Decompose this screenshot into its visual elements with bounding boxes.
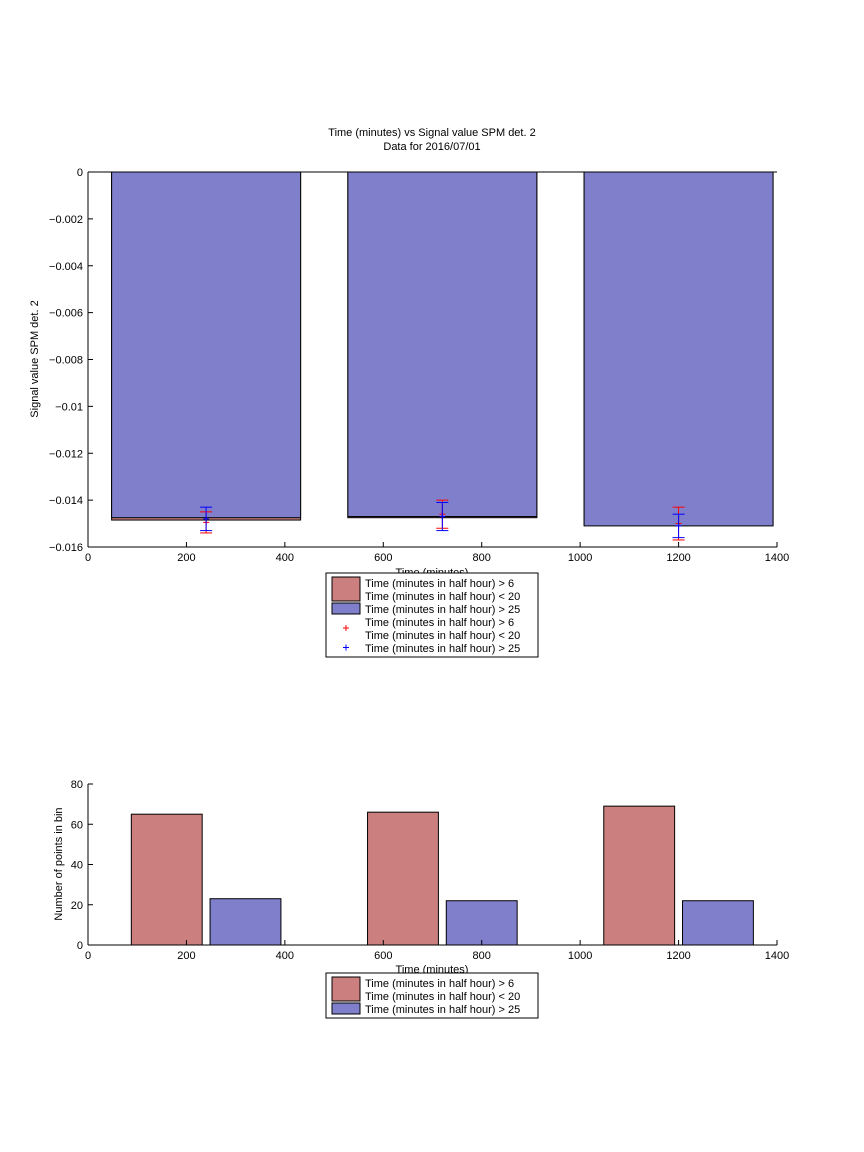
- x-tick-label: 800: [473, 950, 491, 962]
- legend-swatch: [331, 602, 361, 615]
- y-axis-label: Signal value SPM det. 2: [29, 300, 41, 417]
- plot-area: 0 200 400 600 800 1000 1200 1400 0 −0.002 −0.004 −0…: [49, 167, 789, 564]
- y-tick-label: 80: [71, 779, 83, 791]
- legend-box: [325, 572, 539, 658]
- chart-subtitle: Data for 2016/07/01: [383, 141, 480, 153]
- bar-series-1-3: [603, 805, 676, 946]
- x-tick-label: 600: [374, 552, 392, 564]
- x-tick-label: 1400: [765, 552, 789, 564]
- y-tick-label: −0.016: [49, 542, 83, 554]
- y-tick-label: 20: [71, 900, 83, 912]
- legend-entry-2: Time (minutes in half hour) > 25: [331, 1002, 520, 1016]
- y-tick-label: 0: [77, 167, 83, 179]
- plot-area: 0 200 400 600 800 1000 1200 1400 0 20 40 60 80: [71, 779, 789, 962]
- y-tick-label: −0.008: [49, 355, 83, 367]
- error-bar-2-2: [436, 501, 449, 532]
- x-tick-label: 1000: [568, 552, 592, 564]
- y-tick-label: −0.012: [49, 448, 83, 460]
- x-tick-label: 200: [177, 950, 195, 962]
- x-tick-label: 400: [276, 950, 294, 962]
- chart-title: Time (minutes) vs Signal value SPM det. …: [328, 127, 535, 139]
- y-tick-label: 0: [77, 940, 83, 952]
- legend-entry-2: Time (minutes in half hour) > 25: [331, 602, 520, 616]
- legend-label: Time (minutes in half hour) < 20: [365, 591, 520, 603]
- legend-box: [325, 972, 539, 1019]
- y-tick-label: −0.006: [49, 308, 83, 320]
- signal-value-chart: Time (minutes) vs Signal value SPM det. …: [29, 127, 789, 658]
- error-bar-2-1: [200, 506, 213, 532]
- x-tick-label: 400: [276, 552, 294, 564]
- bar-series-2-2: [347, 171, 538, 518]
- y-tick-label: −0.002: [49, 214, 83, 226]
- legend-label: Time (minutes in half hour) < 20: [365, 630, 520, 642]
- x-tick-label: 1200: [666, 552, 690, 564]
- legend-label: Time (minutes in half hour) > 25: [365, 604, 520, 616]
- bar-series-1-1: [130, 813, 203, 946]
- legend-label: Time (minutes in half hour) > 25: [365, 1004, 520, 1016]
- y-tick-label: −0.004: [49, 261, 83, 273]
- legend-label: Time (minutes in half hour) > 25: [365, 643, 520, 655]
- x-tick-label: 200: [177, 552, 195, 564]
- error-bar-2-3: [672, 513, 685, 539]
- y-tick-label: 60: [71, 819, 83, 831]
- y-tick-label: 40: [71, 860, 83, 872]
- legend-swatch: [331, 976, 361, 1002]
- bar-series-1-2: [367, 811, 439, 946]
- points-per-bin-chart: Time (minutes) Number of points in bin 0…: [53, 779, 789, 1019]
- x-tick-label: 1200: [666, 950, 690, 962]
- bar-series-2-1: [209, 898, 282, 946]
- legend-entry-4: Time (minutes in half hour) > 25: [343, 643, 520, 655]
- x-tick-label: 1000: [568, 950, 592, 962]
- y-tick-label: −0.01: [55, 401, 83, 413]
- bar-series-2-2: [445, 900, 518, 946]
- bar-series-2-3: [682, 900, 754, 946]
- legend-label: Time (minutes in half hour) > 6: [365, 578, 514, 590]
- x-tick-label: 0: [85, 950, 91, 962]
- bar-series-2-1: [111, 171, 302, 519]
- y-axis-label: Number of points in bin: [53, 807, 65, 920]
- legend-label: Time (minutes in half hour) > 6: [365, 978, 514, 990]
- y-tick-label: −0.014: [49, 495, 83, 507]
- bar-series-2-3: [583, 171, 774, 527]
- legend-swatch: [331, 576, 361, 602]
- legend-swatch: [331, 1002, 361, 1015]
- x-tick-label: 1400: [765, 950, 789, 962]
- legend-label: Time (minutes in half hour) < 20: [365, 991, 520, 1003]
- x-tick-label: 800: [473, 552, 491, 564]
- legend-label: Time (minutes in half hour) > 6: [365, 617, 514, 629]
- x-tick-label: 600: [374, 950, 392, 962]
- x-tick-label: 0: [85, 552, 91, 564]
